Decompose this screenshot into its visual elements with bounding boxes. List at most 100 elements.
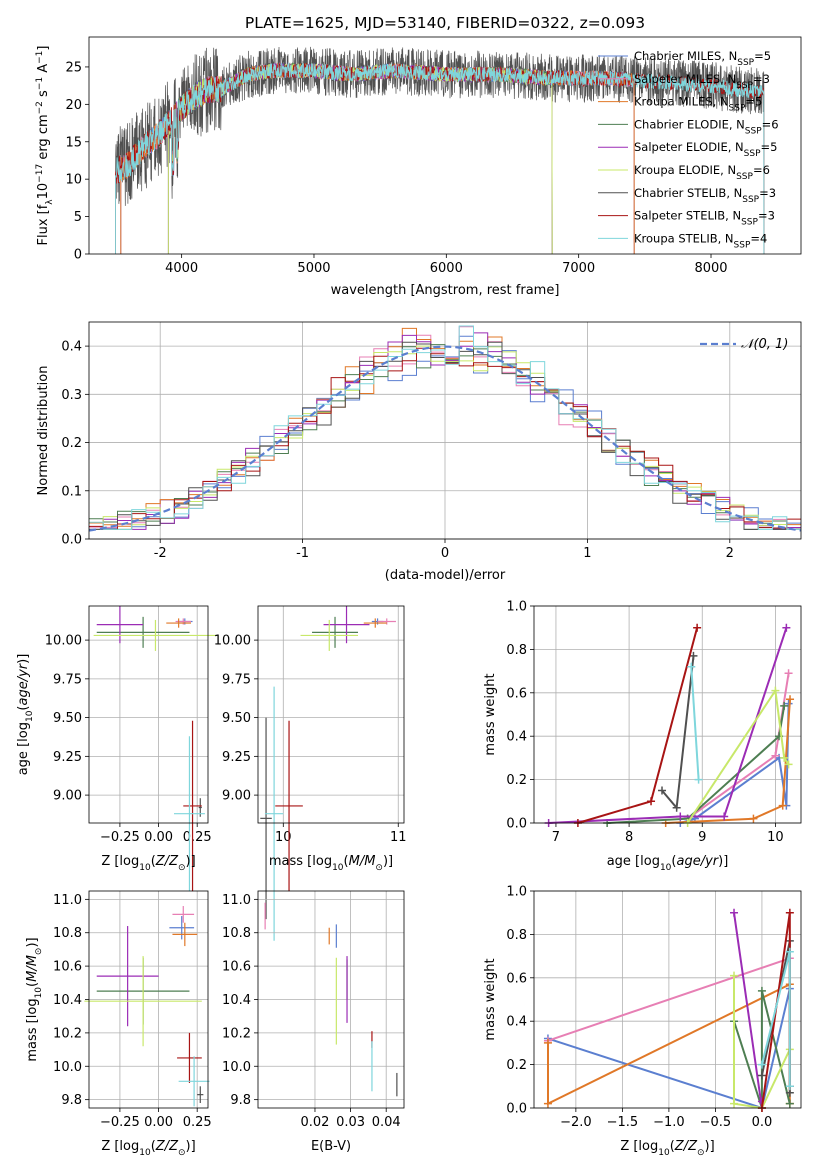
normal-curve <box>89 345 801 532</box>
x-tick-label: 8000 <box>694 261 727 276</box>
y-tick-label: 1.0 <box>506 600 527 615</box>
axes-frame <box>533 890 802 1109</box>
y-tick-label: 0.1 <box>61 484 82 499</box>
x-tick-label: −0.25 <box>100 830 140 845</box>
x-tick-label: 0.0 <box>752 1115 773 1130</box>
chart-panel-1: -2 -1 0 1 2 0.0 0.1 0.2 0.3 0.4 (data-model)/error… <box>36 321 802 583</box>
x-tick-label: -2 <box>154 546 167 561</box>
weight-marker <box>676 812 685 821</box>
y-tick-label: 0.6 <box>506 686 527 701</box>
chart-panel-5: −0.25 0.00 0.25 9.8 10.0 10.2 10.4 10.6 10.8 11.0… <box>25 890 212 1158</box>
x-tick-label: -1 <box>296 546 309 561</box>
weight-marker <box>757 1071 766 1080</box>
weight-marker <box>778 801 787 810</box>
y-tick-label: 9.8 <box>61 1093 82 1108</box>
y-tick-label: 10.6 <box>222 960 251 975</box>
weight-marker <box>658 786 667 795</box>
weight-marker <box>780 753 789 762</box>
weight-line-8 <box>690 666 700 780</box>
y-tick-label: 9.25 <box>222 750 251 765</box>
weight-marker <box>785 1082 794 1091</box>
weight-marker <box>784 669 793 678</box>
y-tick-label: 0.4 <box>61 340 82 355</box>
y-tick-label: 1.0 <box>506 885 527 900</box>
x-tick-label: 1 <box>583 546 591 561</box>
spectrum-line-5 <box>167 63 553 254</box>
weight-marker <box>785 908 794 917</box>
y-tick-label: 0.0 <box>506 1102 527 1117</box>
x-tick-label: −1.0 <box>653 1115 685 1130</box>
y-tick-label: 11.0 <box>222 893 251 908</box>
chart-panel-0: 4000 5000 6000 7000 8000 0 5 10 15 20 25 PLATE=1625… <box>35 14 802 298</box>
legend-label: Kroupa MILES, NSSP=5 <box>634 95 762 114</box>
y-tick-label: 10.4 <box>222 993 251 1008</box>
y-tick-label: 0 <box>74 248 82 263</box>
legend-label: Salpeter MILES, NSSP=3 <box>634 72 770 91</box>
legend-label: Kroupa ELODIE, NSSP=6 <box>634 163 770 182</box>
x-axis-label: age [log10(age/yr)] <box>607 854 729 873</box>
y-tick-label: 9.8 <box>230 1093 251 1108</box>
chart-panel-4: 7 8 9 10 0.0 0.2 0.4 0.6 0.8 1.0 age [log10(age/yr… <box>483 600 802 873</box>
weight-marker <box>786 695 795 704</box>
y-axis-label: age [log10(age/yr)] <box>16 654 35 776</box>
weight-marker <box>730 971 739 980</box>
y-axis-label: mass [log10(M/M⊙)] <box>25 937 44 1061</box>
y-tick-label: 5 <box>74 210 82 225</box>
weight-marker <box>694 775 703 784</box>
x-tick-label: 0 <box>441 546 449 561</box>
y-tick-label: 0.3 <box>61 388 82 403</box>
y-tick-label: 10.4 <box>53 993 82 1008</box>
weight-marker <box>782 623 791 632</box>
x-axis-label: E(B-V) <box>311 1139 351 1154</box>
weight-line-6 <box>661 655 695 811</box>
y-tick-label: 9.00 <box>222 789 251 804</box>
x-tick-label: 10 <box>767 830 784 845</box>
x-tick-label: 0.04 <box>372 1115 401 1130</box>
y-tick-label: 0.6 <box>506 971 527 986</box>
weight-marker <box>672 803 681 812</box>
weight-marker <box>784 760 793 769</box>
y-tick-label: 9.50 <box>222 711 251 726</box>
x-axis-label: Z [log10(Z/Z⊙)] <box>101 1139 195 1158</box>
legend-label: Salpeter STELIB, NSSP=3 <box>634 209 775 228</box>
x-tick-label: 5000 <box>297 261 330 276</box>
y-axis-label: mass weight <box>483 958 498 1040</box>
chart-panel-2: −0.25 0.00 0.25 9.00 9.25 9.50 9.75 10.00 Z [log… <box>16 605 218 892</box>
x-tick-label: 0.25 <box>183 830 212 845</box>
x-tick-label: 0.03 <box>336 1115 365 1130</box>
x-tick-label: 7 <box>552 830 560 845</box>
axes-frame <box>533 605 802 824</box>
x-axis-label: wavelength [Angstrom, rest frame] <box>331 283 560 298</box>
y-tick-label: 0.0 <box>61 533 82 548</box>
chart-panel-3: 10 11 9.00 9.25 9.50 9.75 10.00 mass [log10(M/M… <box>214 605 407 941</box>
weight-marker <box>785 947 794 956</box>
legend-label: Chabrier ELODIE, NSSP=6 <box>634 117 779 136</box>
y-tick-label: 0.8 <box>506 928 527 943</box>
weight-marker <box>730 1099 739 1108</box>
y-tick-label: 0.2 <box>61 436 82 451</box>
weight-line-8 <box>760 951 791 1087</box>
y-tick-label: 10 <box>65 173 82 188</box>
weight-marker <box>647 797 656 806</box>
x-tick-label: 0.02 <box>300 1115 329 1130</box>
y-tick-label: 10.2 <box>222 1026 251 1041</box>
x-tick-label: 2 <box>726 546 734 561</box>
x-tick-label: 0.25 <box>183 1115 212 1130</box>
legend: 𝒩(0, 1) <box>700 337 788 352</box>
y-tick-label: 15 <box>65 135 82 150</box>
spectrum-line-8 <box>115 62 765 254</box>
x-tick-label: 0.00 <box>144 1115 173 1130</box>
legend: Chabrier MILES, NSSP=5 Salpeter MILES, NS… <box>598 49 779 250</box>
y-axis-label: Normed distribution <box>36 366 51 496</box>
x-tick-label: 11 <box>390 830 407 845</box>
weight-line-1 <box>547 957 791 1042</box>
x-axis-label: mass [log10(M/M⊙)] <box>269 854 393 873</box>
weight-marker <box>730 908 739 917</box>
weight-line-5 <box>686 687 790 824</box>
x-tick-label: 8 <box>625 830 633 845</box>
weight-marker <box>689 651 698 660</box>
legend-label: Chabrier STELIB, NSSP=3 <box>634 186 776 205</box>
y-tick-label: 9.75 <box>222 672 251 687</box>
x-tick-label: −0.25 <box>100 1115 140 1130</box>
